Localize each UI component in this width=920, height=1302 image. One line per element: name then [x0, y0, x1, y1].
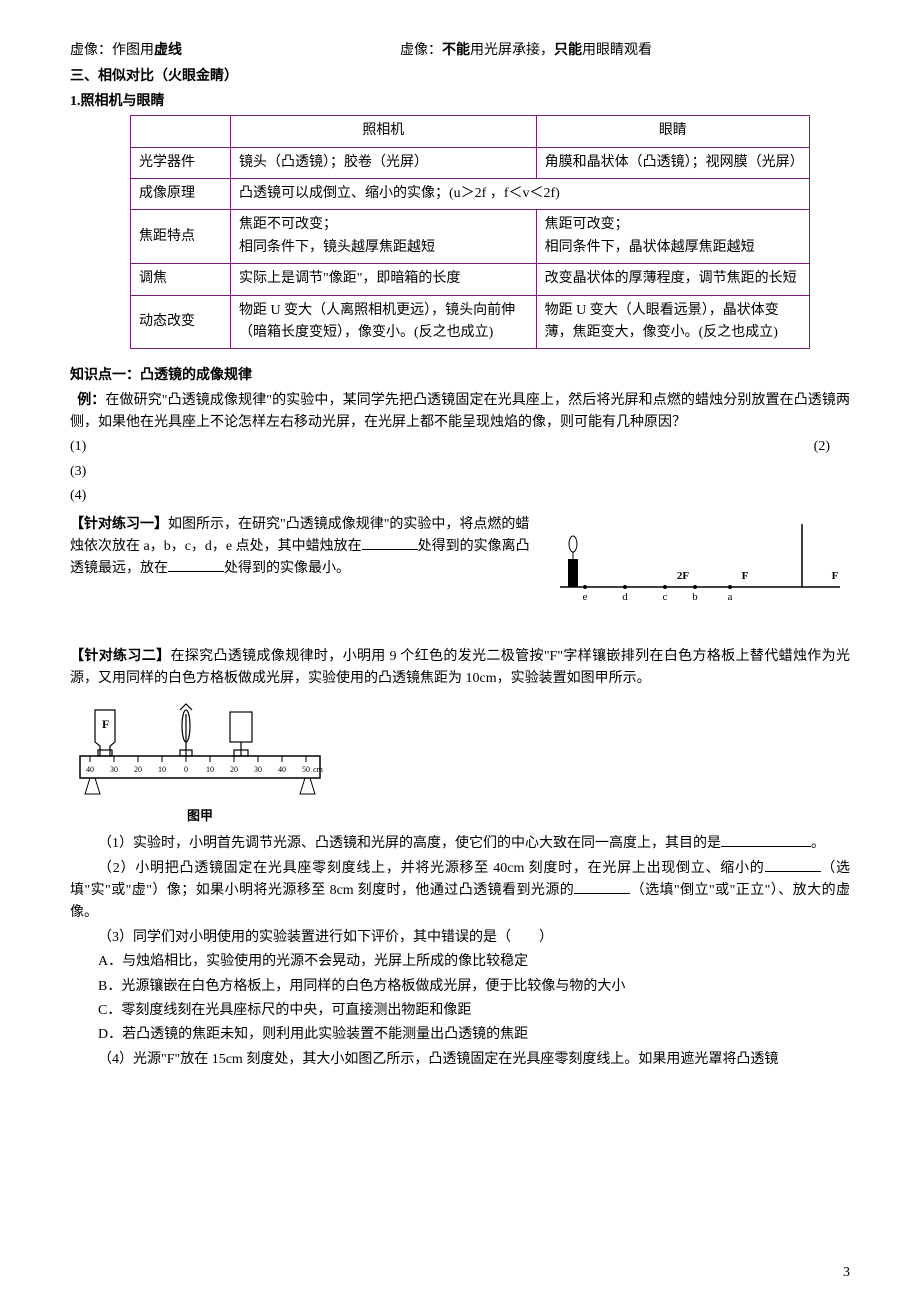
- lbl-c: c: [663, 591, 668, 603]
- ex2-q1: （1）实验时，小明首先调节光源、凸透镜和光屏的高度，使它们的中心大致在同一高度上…: [70, 833, 850, 855]
- exercise1-wrap: 【针对练习一】如图所示，在研究"凸透镜成像规律"的实验中，将点燃的蜡烛依次放在 …: [70, 514, 850, 604]
- lbl-fr: F: [832, 570, 839, 582]
- table-row: 调焦 实际上是调节"像距"，即暗箱的长度 改变晶状体的厚薄程度，调节焦距的长短: [131, 264, 810, 295]
- section3-title: 三、相似对比（火眼金睛）: [70, 66, 850, 88]
- tick-3: 10: [158, 765, 166, 774]
- diagram1-svg: e d c b a 2F F F: [550, 514, 850, 604]
- choice-a[interactable]: A．与烛焰相比，实验使用的光源不会晃动，光屏上所成的像比较稳定: [98, 951, 850, 973]
- tick-1: 30: [110, 765, 118, 774]
- row1-merged: 凸透镜可以成倒立、缩小的实像；(u＞2f ，f＜v＜2f): [231, 178, 810, 209]
- ex2-q1-a: （1）实验时，小明首先调节光源、凸透镜和光屏的高度，使它们的中心大致在同一高度上…: [98, 836, 721, 851]
- compare-table: 照相机 眼睛 光学器件 镜头（凸透镜）；胶卷（光屏） 角膜和晶状体（凸透镜）；视…: [130, 115, 810, 349]
- tick-2: 20: [134, 765, 142, 774]
- diagram2-svg: 40 30 20 10 0 10 20 30 40 50 cm F: [70, 696, 330, 806]
- lbl-e: e: [583, 591, 588, 603]
- ex2-q1-b: 。: [811, 836, 825, 851]
- exercise2-intro: 【针对练习二】在探究凸透镜成像规律时，小明用 9 个红色的发光二极管按"F"字样…: [70, 646, 850, 691]
- lbl-2f: 2F: [677, 570, 690, 582]
- ex2-q4: （4）光源"F"放在 15cm 刻度处，其大小如图乙所示，凸透镜固定在光具座零刻…: [70, 1049, 850, 1071]
- top-right-bold2: 只能: [554, 43, 582, 58]
- kp1-title: 知识点一：凸透镜的成像规律: [70, 365, 850, 387]
- ex-label: 例：: [77, 393, 105, 408]
- row3-c1: 实际上是调节"像距"，即暗箱的长度: [231, 264, 537, 295]
- page-number: 3: [843, 1262, 850, 1284]
- table-row: 成像原理 凸透镜可以成倒立、缩小的实像；(u＞2f ，f＜v＜2f): [131, 178, 810, 209]
- ex2-q2: （2）小明把凸透镜固定在光具座零刻度线上，并将光源移至 40cm 刻度时，在光屏…: [70, 858, 850, 925]
- top-right-bold1: 不能: [442, 43, 470, 58]
- lbl-b: b: [692, 591, 698, 603]
- row2-c2: 焦距可改变； 相同条件下，晶状体越厚焦距越短: [536, 210, 809, 264]
- ex1-tag: 【针对练习一】: [70, 517, 168, 532]
- kp1-example: 例：在做研究"凸透镜成像规律"的实验中，某同学先把凸透镜固定在光具座上，然后将光…: [70, 390, 850, 435]
- ex2-q2-blank1[interactable]: [765, 858, 821, 872]
- row4-label: 动态改变: [131, 295, 231, 349]
- tick-4: 0: [184, 765, 188, 774]
- kp1-q2: (2): [460, 436, 850, 458]
- top-right-end: 用眼睛观看: [582, 43, 652, 58]
- row0-c2: 角膜和晶状体（凸透镜）；视网膜（光屏）: [536, 147, 809, 178]
- th-blank: [131, 116, 231, 147]
- th-camera: 照相机: [231, 116, 537, 147]
- tick-7: 30: [254, 765, 262, 774]
- tick-9: 50: [302, 765, 310, 774]
- top-right-mid: 用光屏承接，: [470, 43, 554, 58]
- top-left-bold: 虚线: [154, 43, 182, 58]
- table-row: 光学器件 镜头（凸透镜）；胶卷（光屏） 角膜和晶状体（凸透镜）；视网膜（光屏）: [131, 147, 810, 178]
- ex2-q3: （3）同学们对小明使用的实验装置进行如下评价，其中错误的是（ ）: [70, 927, 850, 949]
- svg-text:F: F: [102, 717, 109, 731]
- ex2-intro-body: 在探究凸透镜成像规律时，小明用 9 个红色的发光二极管按"F"字样镶嵌排列在白色…: [70, 649, 850, 686]
- optical-bench-diagram: 40 30 20 10 0 10 20 30 40 50 cm F: [70, 696, 330, 827]
- table-row: 照相机 眼睛: [131, 116, 810, 147]
- ex1-blank2[interactable]: [168, 558, 224, 572]
- kp1-q4: (4): [70, 485, 850, 507]
- ex2-q2-a: （2）小明把凸透镜固定在光具座零刻度线上，并将光源移至 40cm 刻度时，在光屏…: [98, 861, 765, 876]
- row4-c1: 物距 U 变大（人离照相机更远），镜头向前伸（暗箱长度变短），像变小。(反之也成…: [231, 295, 537, 349]
- row0-c1: 镜头（凸透镜）；胶卷（光屏）: [231, 147, 537, 178]
- top-right-note: 虚像：不能用光屏承接，只能用眼睛观看: [400, 40, 652, 62]
- row2-label: 焦距特点: [131, 210, 231, 264]
- ex1-body-c: 处得到的实像最小。: [224, 561, 350, 576]
- ex2-tag: 【针对练习二】: [70, 649, 170, 664]
- lbl-d: d: [622, 591, 628, 603]
- lbl-f: F: [742, 570, 749, 582]
- row4-c2: 物距 U 变大（人眼看远景），晶状体变薄，焦距变大，像变小。(反之也成立): [536, 295, 809, 349]
- tick-unit: cm: [313, 765, 324, 774]
- kp1-q3: (3): [70, 461, 850, 483]
- tick-6: 20: [230, 765, 238, 774]
- row3-label: 调焦: [131, 264, 231, 295]
- top-right-prefix: 虚像：: [400, 43, 442, 58]
- lbl-a: a: [728, 591, 733, 603]
- th-eye: 眼睛: [536, 116, 809, 147]
- top-left-prefix: 虚像：作图用: [70, 43, 154, 58]
- tick-8: 40: [278, 765, 286, 774]
- row1-label: 成像原理: [131, 178, 231, 209]
- row0-label: 光学器件: [131, 147, 231, 178]
- table-row: 动态改变 物距 U 变大（人离照相机更远），镜头向前伸（暗箱长度变短），像变小。…: [131, 295, 810, 349]
- ex2-q1-blank[interactable]: [721, 833, 811, 847]
- tick-0: 40: [86, 765, 94, 774]
- top-left-note: 虚像：作图用虚线: [70, 40, 400, 62]
- choice-c[interactable]: C．零刻度线刻在光具座标尺的中央，可直接测出物距和像距: [98, 1000, 850, 1022]
- choice-d[interactable]: D．若凸透镜的焦距未知，则利用此实验装置不能测量出凸透镜的焦距: [98, 1024, 850, 1046]
- ex2-choices: A．与烛焰相比，实验使用的光源不会晃动，光屏上所成的像比较稳定 B．光源镶嵌在白…: [98, 951, 850, 1047]
- candle-axis-diagram: e d c b a 2F F F: [550, 514, 850, 604]
- fig-caption: 图甲: [70, 806, 330, 827]
- kp1-q1: (1): [70, 436, 460, 458]
- section3-sub1: 1.照相机与眼睛: [70, 91, 850, 113]
- kp1-q12-row: (1) (2): [70, 436, 850, 458]
- row2-c1: 焦距不可改变； 相同条件下，镜头越厚焦距越短: [231, 210, 537, 264]
- exercise1-text: 【针对练习一】如图所示，在研究"凸透镜成像规律"的实验中，将点燃的蜡烛依次放在 …: [70, 514, 538, 581]
- row3-c2: 改变晶状体的厚薄程度，调节焦距的长短: [536, 264, 809, 295]
- tick-5: 10: [206, 765, 214, 774]
- choice-b[interactable]: B．光源镶嵌在白色方格板上，用同样的白色方格板做成光屏，便于比较像与物的大小: [98, 976, 850, 998]
- top-notes: 虚像：作图用虚线 虚像：不能用光屏承接，只能用眼睛观看: [70, 40, 850, 62]
- ex2-q2-blank2[interactable]: [574, 880, 630, 894]
- ex-body: 在做研究"凸透镜成像规律"的实验中，某同学先把凸透镜固定在光具座上，然后将光屏和…: [70, 393, 850, 430]
- ex1-blank1[interactable]: [362, 536, 418, 550]
- table-row: 焦距特点 焦距不可改变； 相同条件下，镜头越厚焦距越短 焦距可改变； 相同条件下…: [131, 210, 810, 264]
